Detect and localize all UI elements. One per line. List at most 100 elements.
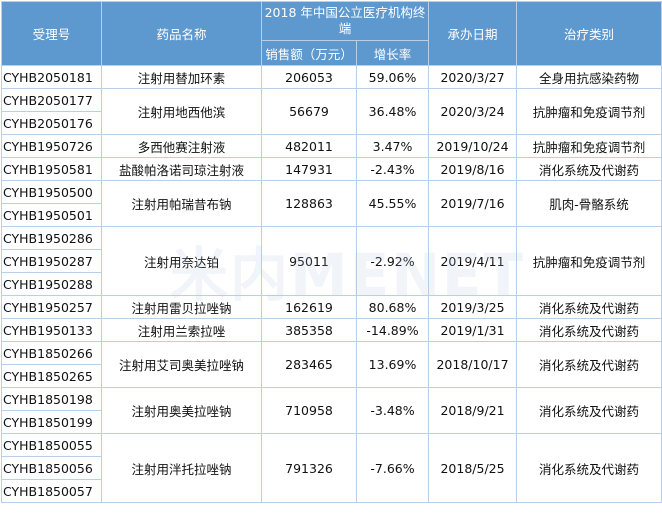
header-sales: 销售额（万元） (261, 40, 357, 66)
sales-cell: 147931 (261, 157, 357, 181)
sales-cell: 56679 (261, 88, 357, 135)
accept-no-cell: CYHB1850056 (1, 456, 102, 480)
drug-name-cell: 注射用艾司奥美拉唑钠 (101, 341, 262, 388)
table-row: CYHB2050181 注射用替加环素 206053 59.06% 2020/3/27 全… (1, 65, 662, 89)
growth-cell: -7.66% (355, 433, 430, 503)
date-cell: 2020/3/27 (428, 65, 518, 89)
growth-cell: 80.68% (355, 295, 430, 319)
header-date: 承办日期 (428, 1, 518, 66)
growth-cell: -14.89% (355, 318, 430, 342)
table-row: CYHB1950500 注射用帕瑞昔布钠 128863 45.55% 2019/7/16… (1, 180, 662, 227)
accept-no-cell: CYHB1850198 (1, 387, 102, 411)
category-cell: 抗肿瘤和免疫调节剂 (516, 88, 662, 135)
sales-cell: 283465 (261, 341, 357, 388)
accept-no-cell: CYHB1850057 (1, 479, 102, 503)
header-drug-name: 药品名称 (101, 1, 262, 66)
category-cell: 消化系统及代谢药 (516, 433, 662, 503)
accept-no-cell: CYHB1850199 (1, 410, 102, 434)
date-cell: 2019/1/31 (428, 318, 518, 342)
table-row: CYHB1950581 盐酸帕洛诺司琼注射液 147931 -2.43% 2019/8/… (1, 157, 662, 181)
accept-no-cell: CYHB1850265 (1, 364, 102, 388)
table-row: CYHB1850266 注射用艾司奥美拉唑钠 283465 13.69% 2018/10… (1, 341, 662, 388)
header-growth: 增长率 (355, 40, 430, 66)
date-cell: 2019/10/24 (428, 134, 518, 158)
sales-cell: 482011 (261, 134, 357, 158)
accept-no-cell: CYHB1850055 (1, 433, 102, 457)
category-cell: 全身用抗感染药物 (516, 65, 662, 89)
table-row: CYHB1850056 (1, 456, 662, 480)
accept-no-cell: CYHB1950133 (1, 318, 102, 342)
accept-no-cell: CYHB1950500 (1, 180, 102, 204)
accept-no-cell: CYHB1950581 (1, 157, 102, 181)
date-cell: 2019/4/11 (428, 226, 518, 296)
growth-cell: 36.48% (355, 88, 430, 135)
accept-no-cell: CYHB1950257 (1, 295, 102, 319)
category-cell: 肌肉-骨骼系统 (516, 180, 662, 227)
drug-table: 受理号 药品名称 2018 年中国公立医疗机构终端 承办日期 治疗类别 销售额（… (1, 1, 662, 503)
date-cell: 2020/3/24 (428, 88, 518, 135)
table-row: CYHB1950288 (1, 272, 662, 296)
drug-name-cell: 注射用奈达铂 (101, 226, 262, 296)
table-row: CYHB1950726 多西他赛注射液 482011 3.47% 2019/10/24 抗… (1, 134, 662, 158)
growth-cell: -2.92% (355, 226, 430, 296)
sales-cell: 710958 (261, 387, 357, 434)
growth-cell: 59.06% (355, 65, 430, 89)
table-row: CYHB1950501 (1, 203, 662, 227)
drug-name-cell: 盐酸帕洛诺司琼注射液 (101, 157, 262, 181)
accept-no-cell: CYHB2050176 (1, 111, 102, 135)
drug-name-cell: 注射用雷贝拉唑钠 (101, 295, 262, 319)
accept-no-cell: CYHB1950501 (1, 203, 102, 227)
sales-cell: 206053 (261, 65, 357, 89)
table-row: CYHB1850057 (1, 479, 662, 503)
table-row: CYHB1950133 注射用兰索拉唑 385358 -14.89% 2019/1/31… (1, 318, 662, 342)
accept-no-cell: CYHB2050177 (1, 88, 102, 112)
header-market-group: 2018 年中国公立医疗机构终端 (260, 1, 430, 41)
accept-no-cell: CYHB2050181 (1, 65, 102, 89)
category-cell: 消化系统及代谢药 (516, 295, 662, 319)
date-cell: 2019/7/16 (428, 180, 518, 227)
drug-name-cell: 注射用替加环素 (101, 65, 262, 89)
sales-cell: 162619 (261, 295, 357, 319)
drug-name-cell: 注射用兰索拉唑 (101, 318, 262, 342)
sales-cell: 128863 (261, 180, 357, 227)
table-row: CYHB2050176 (1, 111, 662, 135)
category-cell: 消化系统及代谢药 (516, 387, 662, 434)
table-row: CYHB1850198 注射用奥美拉唑钠 710958 -3.48% 2018/9/21… (1, 387, 662, 434)
growth-cell: 3.47% (355, 134, 430, 158)
drug-name-cell: 注射用奥美拉唑钠 (101, 387, 262, 434)
sales-cell: 385358 (261, 318, 357, 342)
accept-no-cell: CYHB1950726 (1, 134, 102, 158)
drug-name-cell: 多西他赛注射液 (101, 134, 262, 158)
growth-cell: -3.48% (355, 387, 430, 434)
date-cell: 2018/5/25 (428, 433, 518, 503)
date-cell: 2018/9/21 (428, 387, 518, 434)
sales-cell: 95011 (261, 226, 357, 296)
table-row: CYHB1850265 (1, 364, 662, 388)
table-row: CYHB2050177 注射用地西他滨 56679 36.48% 2020/3/24 抗肿… (1, 88, 662, 135)
drug-name-cell: 注射用帕瑞昔布钠 (101, 180, 262, 227)
drug-name-cell: 注射用泮托拉唑钠 (101, 433, 262, 503)
table-row: CYHB1850199 (1, 410, 662, 434)
category-cell: 抗肿瘤和免疫调节剂 (516, 134, 662, 158)
table-row: CYHB1950286 注射用奈达铂 95011 -2.92% 2019/4/11 抗肿瘤… (1, 226, 662, 296)
sales-cell: 791326 (261, 433, 357, 503)
date-cell: 2018/10/17 (428, 341, 518, 388)
accept-no-cell: CYHB1950287 (1, 249, 102, 273)
category-cell: 抗肿瘤和免疫调节剂 (516, 226, 662, 296)
table-row: CYHB1850055 注射用泮托拉唑钠 791326 -7.66% 2018/5/25… (1, 433, 662, 503)
growth-cell: -2.43% (355, 157, 430, 181)
category-cell: 消化系统及代谢药 (516, 157, 662, 181)
accept-no-cell: CYHB1850266 (1, 341, 102, 365)
date-cell: 2019/3/25 (428, 295, 518, 319)
drug-name-cell: 注射用地西他滨 (101, 88, 262, 135)
header-category: 治疗类别 (516, 1, 662, 66)
header-accept-no: 受理号 (1, 1, 102, 66)
category-cell: 消化系统及代谢药 (516, 318, 662, 342)
table-row: CYHB1950257 注射用雷贝拉唑钠 162619 80.68% 2019/3/25… (1, 295, 662, 319)
accept-no-cell: CYHB1950288 (1, 272, 102, 296)
date-cell: 2019/8/16 (428, 157, 518, 181)
category-cell: 消化系统及代谢药 (516, 341, 662, 388)
accept-no-cell: CYHB1950286 (1, 226, 102, 250)
growth-cell: 13.69% (355, 341, 430, 388)
table-body: CYHB2050181 注射用替加环素 206053 59.06% 2020/3/27 全… (1, 65, 662, 503)
